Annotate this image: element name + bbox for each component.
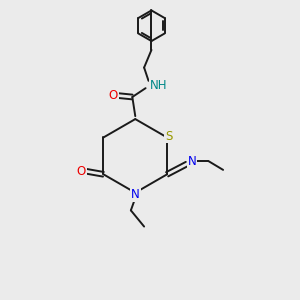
Text: NH: NH xyxy=(150,79,167,92)
Text: N: N xyxy=(188,154,197,167)
Text: O: O xyxy=(77,165,86,178)
Text: S: S xyxy=(165,130,172,142)
Text: O: O xyxy=(109,89,118,102)
Text: N: N xyxy=(131,188,140,201)
